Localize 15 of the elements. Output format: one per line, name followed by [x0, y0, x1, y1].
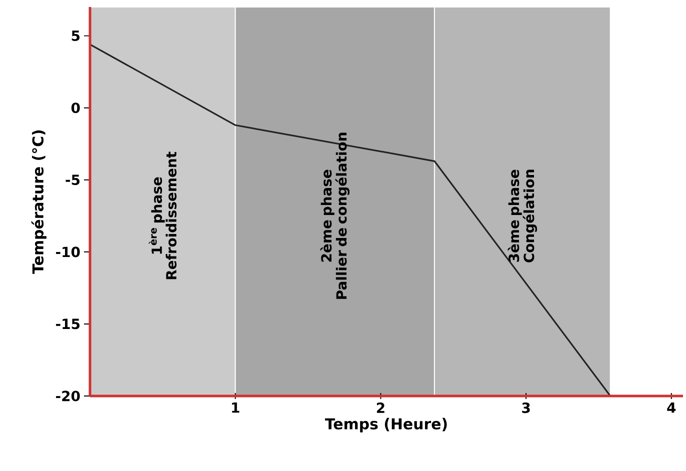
band-label: 2ème phase Pallier de congélation	[320, 132, 350, 299]
y-tick-label: 5	[72, 30, 80, 41]
y-tick-label: -5	[66, 174, 80, 186]
x-tick-label: 2	[376, 402, 384, 413]
y-tick-label: -10	[56, 246, 80, 258]
y-tick-label: 0	[71, 102, 80, 114]
band-label: 3ème phase Congélation	[508, 170, 538, 262]
y-tick-label: -15	[56, 318, 80, 330]
x-tick-label: 4	[667, 402, 676, 413]
line-series	[89, 44, 612, 397]
x-tick-label: 3	[522, 402, 530, 414]
x-axis-title: Temps (Heure)	[325, 418, 447, 432]
y-tick-label: -20	[56, 390, 80, 402]
x-tick-label: 1	[232, 402, 240, 413]
y-axis-title: Température (°C)	[31, 130, 46, 274]
